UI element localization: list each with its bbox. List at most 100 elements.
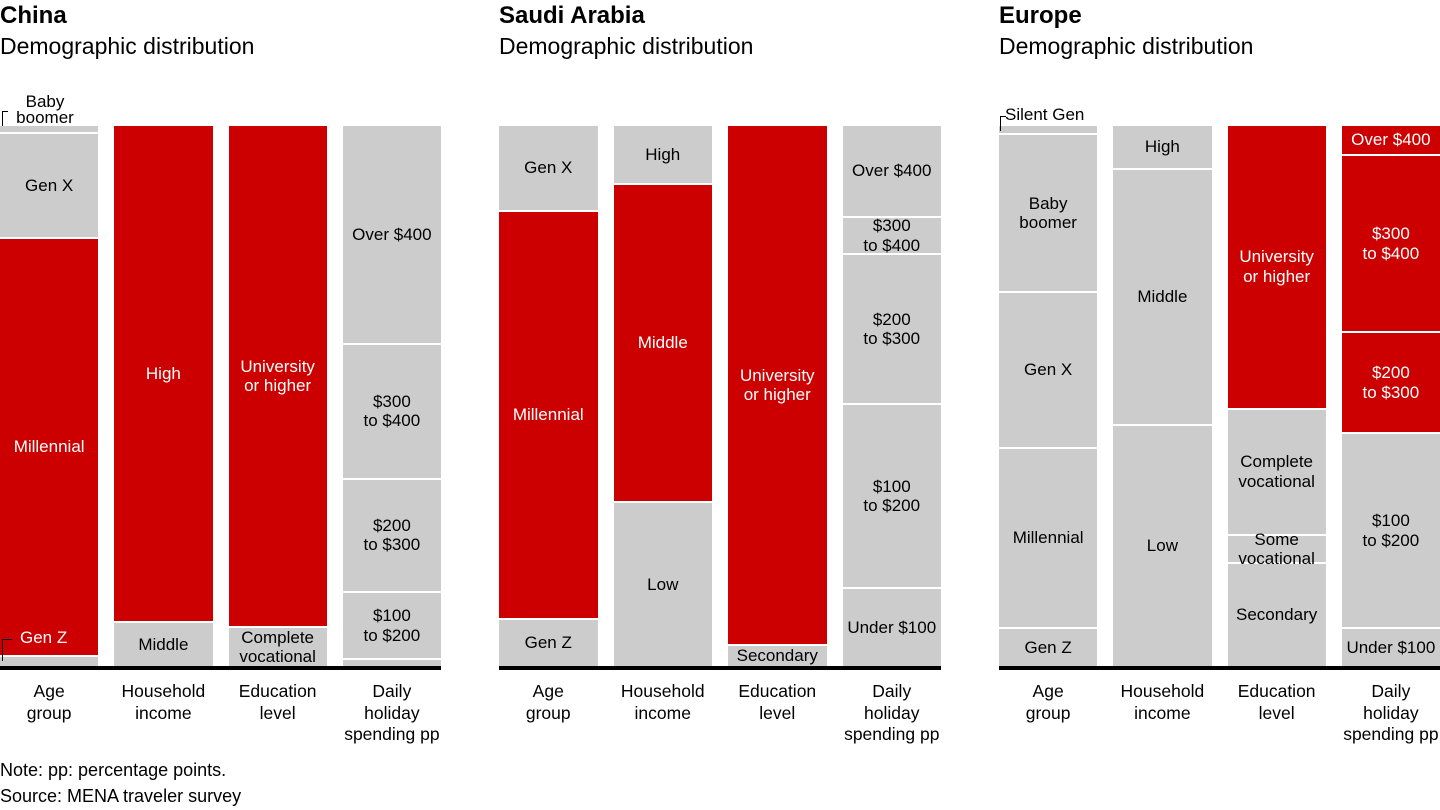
panel-europe: Europe Demographic distribution Baby boo… [999,0,1440,745]
x-axis-line [999,666,1440,670]
chart-area: Gen X Millennial High Middle University or h… [0,126,441,666]
panel-saudi-arabia: Saudi Arabia Demographic distribution Ge… [499,0,941,745]
segment-label: Complete vocational [1238,452,1315,491]
segment-millennial: Millennial [499,211,598,621]
segment-label: High [645,144,681,164]
segment-millennial: Millennial [0,238,99,657]
bar-daily-holiday-spending-pp: Over $400 $300 to $400 $200 to $300 $100 to… [342,126,441,666]
segment-label: Gen Z [524,633,572,653]
segment-label: High [1144,137,1180,157]
x-axis-label-education-level: Education level [1237,681,1316,723]
segment-label: $200 to $300 [1362,363,1420,402]
segment-label: University or higher [1239,247,1314,286]
panel-china: China Demographic distribution Gen X Mill… [0,0,441,745]
bar-household-income: High Middle [114,126,213,666]
x-axis-label-household-income: Household income [620,681,705,723]
segment-complete-vocational: Complete vocational [228,627,327,667]
bar-education-level: University or higher Complete vocational S… [1227,126,1326,666]
segment-label: $300 to $400 [363,391,421,431]
segment-gen-z: Gen Z [999,628,1098,666]
bar-household-income: High Middle Low [613,126,712,666]
segment-label: $300 to $400 [1362,224,1420,263]
segment-200-to-300: $200 to $300 [342,479,441,594]
segment-middle: Middle [1113,169,1212,426]
segment-low: Low [1113,425,1212,666]
segment-label: Low [647,574,679,594]
x-axis-labels: Age group Household income Education level… [999,681,1440,746]
x-axis-label-daily-holiday-spending-pp: Daily holiday spending pp [344,681,440,744]
segment-middle: Middle [613,184,712,503]
segment-secondary: Secondary [728,646,827,666]
segment-high: High [114,126,213,624]
segment-100-to-200: $100 to $200 [342,593,441,661]
segment-label: Over $400 [352,224,432,244]
x-axis-label-household-income: Household income [121,681,206,723]
segment-label: $300 to $400 [863,216,921,255]
segment-300-to-400: $300 to $400 [1341,155,1440,334]
segment-200-to-300: $200 to $300 [1341,333,1440,435]
segment-high: High [613,126,712,185]
segment-label: Millennial [512,405,584,425]
x-axis-label-daily-holiday-spending-pp: Daily holiday spending pp [844,681,940,744]
bar-daily-holiday-spending-pp: Over $400 $300 to $400 $200 to $300 $100 to… [1341,126,1440,666]
source-text: Source: MENA traveler survey [0,786,242,806]
segment-label: Gen X [25,175,74,195]
segment-label: Under $100 [1346,637,1436,657]
bar-household-income: High Middle Low [1113,126,1212,666]
x-axis-label-education-level: Education level [738,681,817,723]
segment-label: $100 to $200 [863,476,921,516]
bar-daily-holiday-spending-pp: Over $400 $300 to $400 $200 to $300 $100 to… [842,126,941,666]
segment-baby-boomer: Baby boomer [999,134,1098,294]
panel-subtitle: Demographic distribution [499,33,754,59]
segment-label: Under $100 [847,617,937,637]
segment-label: $100 to $200 [1362,511,1420,550]
x-axis-line [0,666,441,670]
segment-complete-vocational: Complete vocational [1227,409,1326,536]
x-axis-labels: Age group Household income Education level… [0,681,441,746]
segment-300-to-400: $300 to $400 [842,216,941,256]
chart-area: Baby boomer Gen X Millennial Gen Z High Middl… [999,126,1440,666]
segment-300-to-400: $300 to $400 [342,345,441,480]
segment-label: $200 to $300 [863,309,921,349]
panel-title: Europe [999,2,1082,29]
segment-label: Gen X [524,158,573,178]
segment-baby-boomer [0,126,99,135]
segment-label: Millennial [13,437,85,457]
x-axis-labels: Age group Household income Education level… [499,681,941,746]
segment-label: Middle [1137,286,1188,306]
bar-age-group: Baby boomer Gen X Millennial Gen Z [999,126,1098,666]
segment-label: Gen Z [1024,637,1072,657]
segment-middle: Middle [114,623,213,666]
segment-under-100: Under $100 [842,589,941,666]
segment-silent-gen [999,126,1098,135]
x-axis-label-education-level: Education level [238,681,317,723]
segment-label: Over $400 [852,161,932,181]
segment-under-100: Under $100 [1341,628,1440,666]
panel-subtitle: Demographic distribution [999,33,1254,59]
baby-boomer-callout-label: Baby boomer [16,92,74,127]
segment-over-400: Over $400 [842,126,941,219]
segment-label: Low [1146,536,1178,556]
segment-100-to-200: $100 to $200 [842,405,941,590]
segment-university-or-higher: University or higher [228,126,327,629]
segment-over-400: Over $400 [1341,126,1440,156]
gen-z-callout-bracket [2,639,12,661]
segment-gen-x: Gen X [499,126,598,212]
segment-label: Baby boomer [1019,193,1077,233]
bar-age-group: Gen X Millennial Gen Z [499,126,598,666]
segment-label: Secondary [1235,605,1318,625]
segment-university-or-higher: University or higher [728,126,827,647]
segment-label: $100 to $200 [363,606,421,645]
segment-gen-x: Gen X [0,134,99,239]
segment-label: Middle [138,634,189,654]
segment-gen-x: Gen X [999,293,1098,449]
x-axis-line [499,666,941,670]
segment-label: Complete vocational [239,627,316,667]
segment-label: Middle [637,333,688,353]
panel-subtitle: Demographic distribution [0,33,255,59]
segment-gen-z: Gen Z [499,620,598,666]
silent-gen-callout-label: Silent Gen [1005,105,1085,124]
x-axis-label-daily-holiday-spending-pp: Daily holiday spending pp [1343,681,1439,744]
segment-sliver [342,660,441,666]
